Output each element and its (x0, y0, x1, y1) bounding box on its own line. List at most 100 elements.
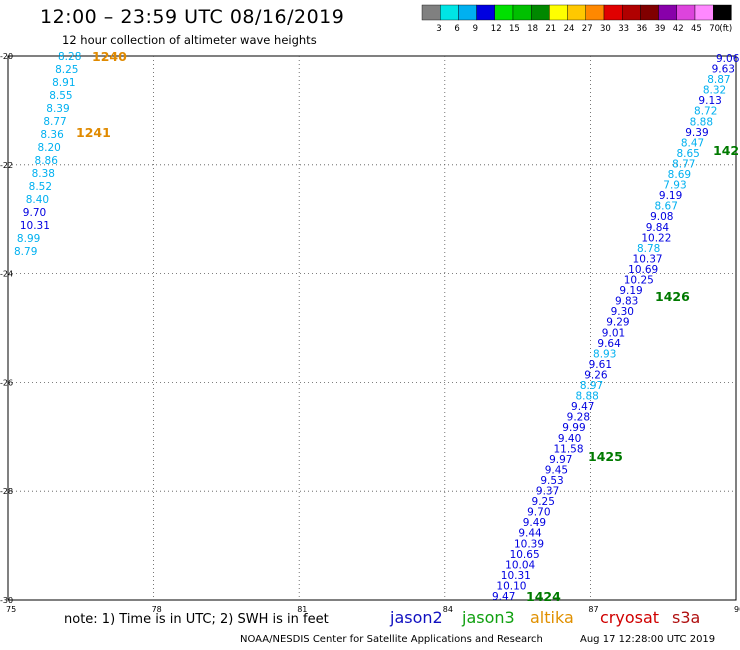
pass-time-label: 1424 (526, 589, 561, 604)
wave-height-label: 9.70 (527, 507, 550, 519)
color-scale-legend: 3 6 9 12 15 18 21 24 27 30 33 36 39 42 45 70 (ft) (421, 4, 732, 34)
color-scale-label: 6 (454, 24, 459, 34)
wave-height-label: 7.93 (663, 180, 686, 192)
wave-height-label: 10.22 (641, 232, 671, 244)
wave-height-label: 9.45 (545, 464, 568, 476)
legend-altika: altika (530, 608, 574, 627)
wave-height-label: 8.52 (29, 181, 52, 193)
wave-height-label: 8.88 (575, 391, 598, 403)
wave-height-label: 10.65 (510, 549, 540, 561)
y-tick-label: -24 (0, 270, 13, 279)
pass-time-label: 142 (713, 143, 739, 158)
x-tick-label: 90 (734, 605, 740, 614)
wave-height-label: 8.36 (40, 129, 64, 141)
wave-height-label: 8.78 (637, 243, 660, 255)
wave-height-label: 8.86 (35, 155, 59, 167)
wave-height-label: 10.39 (514, 538, 544, 550)
wave-height-label: 8.87 (707, 74, 730, 86)
wave-height-label: 9.19 (619, 285, 642, 297)
pass-time-label: 1426 (655, 289, 690, 304)
wave-height-label: 8.88 (690, 116, 713, 128)
color-scale-label: 30 (600, 24, 611, 34)
color-scale-label: 27 (582, 24, 593, 34)
x-tick-label: 87 (588, 605, 598, 614)
color-scale-label: 12 (491, 24, 502, 34)
color-scale-label: (ft) (719, 24, 732, 34)
color-scale-label: 70 (709, 24, 720, 34)
wave-height-label: 8.67 (655, 201, 678, 213)
wave-height-label: 8.93 (593, 348, 616, 360)
color-swatch (713, 4, 732, 21)
wave-height-label: 9.37 (536, 486, 559, 498)
color-scale-label: 33 (618, 24, 629, 34)
wave-height-label: 10.04 (505, 559, 535, 571)
wave-height-label: 8.77 (672, 158, 695, 170)
wave-height-label: 9.29 (606, 317, 629, 329)
wave-height-label: 9.99 (562, 422, 585, 434)
wave-height-label: 9.83 (615, 296, 638, 308)
wave-height-label: 8.25 (55, 64, 78, 76)
wave-height-label: 9.19 (659, 190, 682, 202)
wave-height-label: 8.47 (681, 137, 704, 149)
wave-height-label: 9.44 (518, 528, 542, 540)
wave-height-label: 9.70 (23, 207, 46, 219)
wave-height-label: 9.47 (571, 401, 594, 413)
wave-height-label: 8.38 (32, 168, 55, 180)
wave-height-label: 9.39 (685, 127, 708, 139)
color-scale-label: 18 (527, 24, 538, 34)
color-scale-label: 21 (545, 24, 556, 34)
y-tick-label: -28 (0, 487, 13, 496)
legend-cryosat: cryosat (600, 608, 660, 627)
wave-height-label: 10.69 (628, 264, 658, 276)
wave-height-label: 8.79 (14, 246, 37, 258)
timestamp: Aug 17 12:28:00 UTC 2019 (580, 634, 716, 645)
x-tick-label: 81 (297, 605, 307, 614)
page-title: 12:00 – 23:59 UTC 08/16/2019 (40, 6, 345, 28)
map-frame (7, 55, 737, 601)
wave-height-label: 9.61 (589, 359, 612, 371)
pass-time-label: 1241 (76, 125, 111, 140)
legend-jason2: jason2 (390, 608, 443, 627)
wave-height-label: 10.37 (633, 253, 663, 265)
wave-height-label: 8.72 (694, 106, 717, 118)
y-tick-label: -20 (0, 52, 13, 61)
wave-height-label: 9.01 (602, 327, 625, 339)
color-scale-label: 45 (691, 24, 702, 34)
color-scale-label: 36 (636, 24, 647, 34)
color-scale-label: 15 (509, 24, 520, 34)
pass-time-label: 1425 (588, 449, 623, 464)
y-tick-label: -30 (0, 596, 13, 605)
wave-height-label: 9.08 (650, 211, 673, 223)
credit-text: NOAA/NESDIS Center for Satellite Applica… (240, 634, 543, 645)
wave-height-label: 9.63 (712, 64, 735, 76)
wave-height-label: 8.99 (17, 233, 40, 245)
color-scale-label: 24 (564, 24, 575, 34)
footer-note: note: 1) Time is in UTC; 2) SWH is in fe… (64, 612, 329, 627)
wave-height-label: 8.32 (703, 85, 726, 97)
wave-height-label: 8.39 (46, 103, 69, 115)
wave-height-label: 10.10 (496, 580, 526, 592)
wave-height-label: 9.53 (540, 475, 563, 487)
wave-height-label: 11.58 (553, 443, 583, 455)
y-tick-label: -22 (0, 161, 13, 170)
wave-height-label: 9.28 (567, 412, 590, 424)
wave-height-label: 10.31 (20, 220, 50, 232)
wave-height-label: 8.40 (26, 194, 49, 206)
wave-height-label: 8.91 (52, 77, 75, 89)
color-scale-label: 39 (655, 24, 666, 34)
color-scale-label: 42 (673, 24, 684, 34)
wave-height-label: 9.97 (549, 454, 572, 466)
x-tick-label: 84 (443, 605, 453, 614)
x-tick-label: 78 (152, 605, 162, 614)
color-scale-label: 3 (436, 24, 441, 34)
wave-height-label: 8.69 (668, 169, 691, 181)
wave-height-label: 10.25 (624, 275, 654, 287)
wave-height-label: 9.26 (584, 369, 608, 381)
wave-height-label: 9.47 (492, 591, 515, 603)
wave-height-label: 9.06 (716, 53, 740, 65)
wave-height-label: 9.40 (558, 433, 581, 445)
y-tick-label: -26 (0, 378, 13, 387)
legend-jason3: jason3 (462, 608, 515, 627)
legend-s3a: s3a (672, 608, 701, 627)
